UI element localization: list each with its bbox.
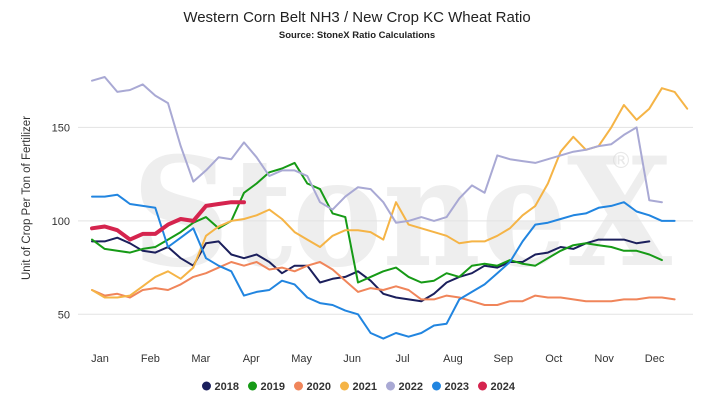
x-tick-mar: Mar — [191, 353, 210, 365]
x-tick-aug: Aug — [443, 353, 463, 365]
watermark-registered-mark: ® — [610, 149, 632, 174]
x-tick-jan: Jan — [91, 353, 109, 365]
series-line-2023 — [91, 193, 676, 340]
series-lines — [90, 76, 689, 340]
x-tick-may: May — [291, 353, 312, 365]
y-tick-100: 100 — [52, 216, 70, 228]
series-line-2022 — [91, 76, 663, 224]
legend-label-2020: 2020 — [307, 381, 331, 393]
x-tick-sep: Sep — [494, 353, 514, 365]
y-axis-label: Unit of Crop Per Ton of Fertilizer — [21, 116, 33, 280]
series-line-2018 — [91, 236, 651, 303]
y-tick-150: 150 — [52, 122, 70, 134]
legend-label-2019: 2019 — [261, 381, 285, 393]
series-line-2019 — [91, 161, 663, 284]
legend-marker-2024 — [478, 381, 487, 391]
chart-subtitle: Source: StoneX Ratio Calculations — [279, 30, 435, 41]
x-tick-labels: Jan Feb Mar Apr May Jun Jul Aug Sep Oct Nov Dec — [91, 353, 665, 365]
x-tick-apr: Apr — [243, 353, 260, 365]
legend: 2018 2019 2020 2021 2022 2023 2024 — [202, 381, 516, 393]
legend-label-2024: 2024 — [491, 381, 516, 393]
series-line-2024 — [90, 200, 246, 242]
legend-label-2021: 2021 — [353, 381, 377, 393]
x-tick-jul: Jul — [395, 353, 409, 365]
legend-label-2022: 2022 — [399, 381, 423, 393]
legend-marker-2022 — [386, 381, 395, 391]
x-tick-nov: Nov — [594, 353, 614, 365]
y-tick-labels: 50 100 150 — [52, 122, 70, 321]
legend-marker-2020 — [294, 381, 303, 391]
x-tick-dec: Dec — [645, 353, 665, 365]
x-tick-oct: Oct — [545, 353, 562, 365]
x-tick-feb: Feb — [141, 353, 160, 365]
legend-marker-2018 — [202, 381, 211, 391]
chart-title: Western Corn Belt NH3 / New Crop KC Whea… — [183, 9, 530, 26]
legend-marker-2023 — [432, 381, 441, 391]
legend-marker-2021 — [340, 381, 349, 391]
y-tick-50: 50 — [58, 309, 70, 321]
legend-label-2023: 2023 — [445, 381, 469, 393]
legend-label-2018: 2018 — [215, 381, 239, 393]
x-tick-jun: Jun — [343, 353, 361, 365]
legend-marker-2019 — [248, 381, 257, 391]
series-line-2020 — [91, 261, 676, 306]
